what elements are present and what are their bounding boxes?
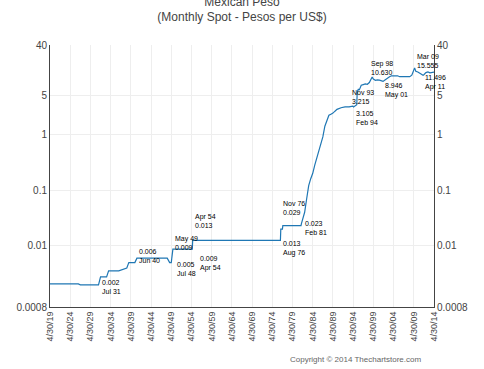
svg-text:4/30/79: 4/30/79 (287, 312, 297, 342)
svg-text:Mar 0915.555: Mar 0915.555 (417, 53, 439, 69)
svg-text:Copyright © 2014 Thechartstore: Copyright © 2014 Thechartstore.com (290, 355, 421, 364)
svg-text:4/30/44: 4/30/44 (146, 312, 156, 342)
svg-text:40: 40 (437, 40, 449, 51)
svg-text:Sep 9810.630: Sep 9810.630 (371, 60, 393, 76)
svg-text:May 490.009: May 490.009 (175, 235, 198, 251)
svg-text:0.005Jul 48: 0.005Jul 48 (177, 261, 196, 277)
svg-text:40: 40 (36, 40, 48, 51)
svg-text:0.1: 0.1 (33, 185, 47, 196)
svg-text:4/30/89: 4/30/89 (328, 312, 338, 342)
svg-text:4/30/14: 4/30/14 (429, 312, 439, 342)
svg-text:Apr 540.013: Apr 540.013 (195, 213, 216, 229)
svg-text:4/30/99: 4/30/99 (368, 312, 378, 342)
svg-text:4/30/84: 4/30/84 (308, 312, 318, 342)
svg-text:11.496Apr 11: 11.496Apr 11 (425, 74, 446, 91)
svg-text:0.0008: 0.0008 (16, 302, 47, 313)
svg-text:8.946May 01: 8.946May 01 (385, 82, 408, 99)
svg-text:4/30/29: 4/30/29 (85, 312, 95, 342)
svg-text:0.01: 0.01 (437, 240, 457, 251)
svg-text:4/30/34: 4/30/34 (106, 312, 116, 342)
svg-text:4/30/24: 4/30/24 (65, 312, 75, 342)
svg-text:0.01: 0.01 (28, 240, 48, 251)
svg-text:5: 5 (437, 90, 443, 101)
svg-text:0.006Jun 40: 0.006Jun 40 (139, 248, 160, 264)
svg-text:4/30/59: 4/30/59 (207, 312, 217, 342)
svg-text:4/30/39: 4/30/39 (126, 312, 136, 342)
svg-text:Nov 933.215: Nov 933.215 (352, 89, 374, 105)
svg-text:0.0008: 0.0008 (437, 302, 468, 313)
svg-text:0.013Aug 76: 0.013Aug 76 (283, 240, 305, 257)
svg-text:0.002Jul 31: 0.002Jul 31 (102, 279, 121, 295)
svg-text:0.009Apr 54: 0.009Apr 54 (200, 255, 221, 272)
svg-text:4/30/69: 4/30/69 (247, 312, 257, 342)
svg-text:1: 1 (41, 129, 47, 140)
svg-text:1: 1 (437, 129, 443, 140)
svg-text:4/30/09: 4/30/09 (409, 312, 419, 342)
svg-text:3.105Feb 94: 3.105Feb 94 (356, 110, 378, 126)
svg-text:4/30/04: 4/30/04 (389, 312, 399, 342)
svg-text:Nov 760.029: Nov 760.029 (283, 200, 305, 216)
svg-text:0.1: 0.1 (437, 185, 451, 196)
svg-text:4/30/49: 4/30/49 (166, 312, 176, 342)
svg-text:4/30/64: 4/30/64 (227, 312, 237, 342)
svg-text:4/30/54: 4/30/54 (186, 312, 196, 342)
svg-text:5: 5 (41, 90, 47, 101)
svg-text:4/30/74: 4/30/74 (267, 312, 277, 342)
svg-text:Mexican Peso(Monthly Spot - Pe: Mexican Peso(Monthly Spot - Pesos per US… (157, 0, 326, 24)
svg-text:0.023Feb 81: 0.023Feb 81 (305, 220, 327, 236)
svg-text:4/30/19: 4/30/19 (45, 312, 55, 342)
svg-text:4/30/94: 4/30/94 (348, 312, 358, 342)
